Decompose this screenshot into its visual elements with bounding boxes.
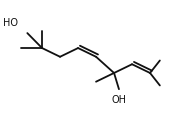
Text: OH: OH [111, 95, 126, 105]
Text: HO: HO [3, 18, 18, 28]
